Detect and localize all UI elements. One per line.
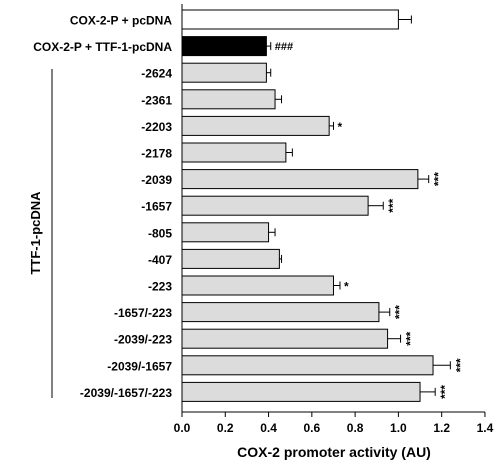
- bar: [181, 142, 287, 163]
- group-label: TTF-1-pcDNA: [28, 191, 43, 275]
- category-labels: COX-2-P + pcDNA COX-2-P + TTF-1-pcDNA -262…: [33, 14, 172, 400]
- category-label: -1657/-223: [114, 306, 172, 320]
- x-axis: 0.0 0.2 0.4 0.6 0.8 1.0 1.2 1.4: [174, 4, 494, 435]
- x-tick-label: 0.6: [303, 421, 320, 435]
- bar: [181, 248, 280, 269]
- category-label: -2039: [141, 173, 172, 187]
- bar: [181, 195, 369, 216]
- significance-mark: ###: [275, 41, 293, 53]
- group-bracket: TTF-1-pcDNA: [28, 69, 53, 398]
- category-label: -2178: [141, 147, 172, 161]
- significance-mark: ***: [432, 172, 446, 186]
- category-label: -407: [148, 253, 172, 267]
- x-tick-label: 0.4: [260, 421, 277, 435]
- bar: [181, 222, 270, 243]
- category-label: -1657: [141, 200, 172, 214]
- category-label: -2203: [141, 120, 172, 134]
- x-tick-label: 1.4: [477, 421, 494, 435]
- category-label: -805: [148, 226, 172, 240]
- category-label: -2361: [141, 93, 172, 107]
- significance-mark: ***: [404, 331, 418, 345]
- bar: [181, 36, 267, 57]
- category-label: COX-2-P + TTF-1-pcDNA: [33, 40, 172, 54]
- x-tick-label: 1.2: [433, 421, 450, 435]
- category-label: -2039/-1657: [107, 359, 172, 373]
- significance-mark: ***: [453, 358, 467, 372]
- x-tick-label: 1.0: [390, 421, 407, 435]
- category-label: -223: [148, 280, 172, 294]
- category-label: -2039/-223: [114, 333, 172, 347]
- bar: [181, 302, 380, 323]
- bar: [181, 355, 434, 376]
- bar: [181, 381, 421, 402]
- category-label: COX-2-P + pcDNA: [70, 14, 172, 28]
- bars-layer: ###********************: [181, 9, 467, 402]
- significance-mark: *: [337, 120, 342, 134]
- bar: [181, 89, 276, 110]
- x-tick-label: 0.0: [174, 421, 191, 435]
- bar: [181, 115, 330, 136]
- significance-mark: ***: [438, 385, 452, 399]
- bar: [181, 328, 389, 349]
- x-tick-label: 0.2: [217, 421, 234, 435]
- bar: [181, 169, 419, 190]
- category-label: -2624: [141, 67, 172, 81]
- category-label: -2039/-1657/-223: [80, 386, 172, 400]
- x-axis-title: COX-2 promoter activity (AU): [237, 444, 431, 460]
- bar: [181, 62, 267, 83]
- significance-mark: ***: [393, 305, 407, 319]
- x-tick-label: 0.8: [347, 421, 364, 435]
- significance-mark: *: [344, 280, 349, 294]
- significance-mark: ***: [386, 198, 400, 212]
- bar: [181, 275, 334, 296]
- bar: [181, 9, 399, 30]
